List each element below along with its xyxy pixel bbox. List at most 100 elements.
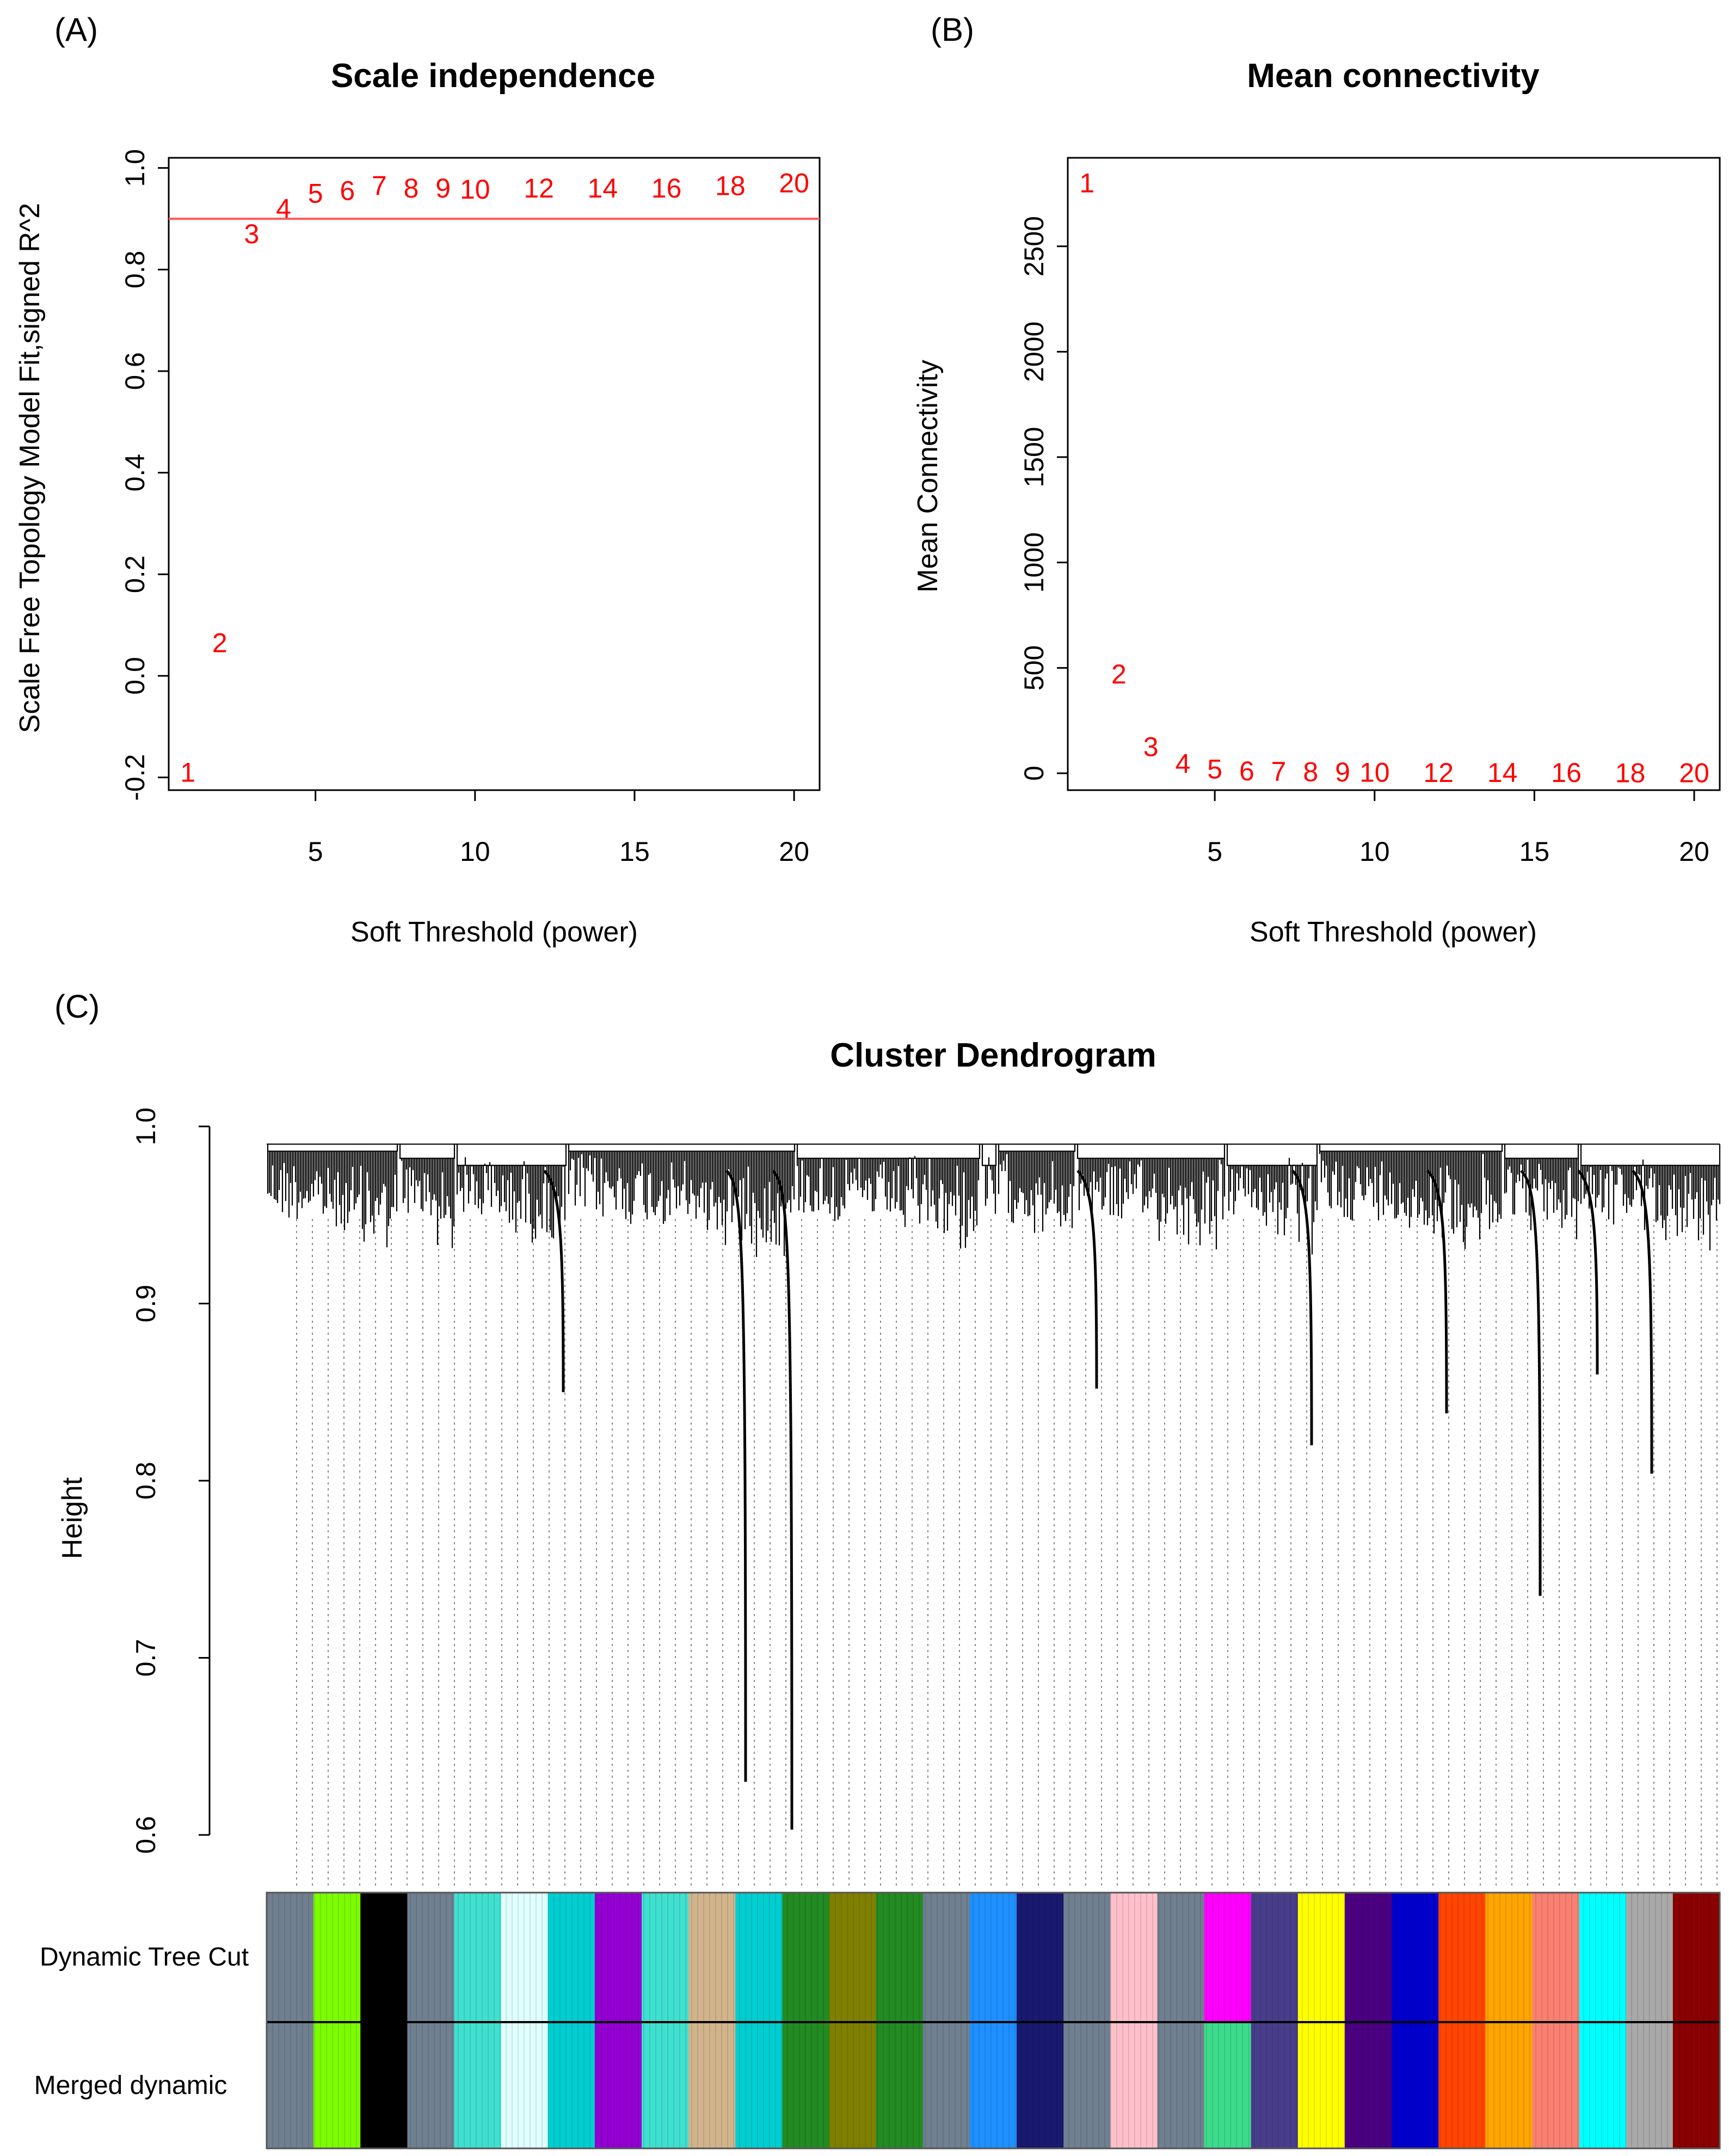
module-color-segment [360,2022,408,2148]
y-tick-label: 0.0 [120,657,150,695]
module-color-segment [1672,1893,1720,2022]
module-color-segment [969,2022,1018,2148]
module-color-segment [1251,1893,1299,2022]
dendrogram-branches [267,1143,1721,1257]
module-color-segment [1579,1893,1627,2022]
module-color-segment [1157,1893,1205,2022]
module-color-segment [1204,1893,1252,2022]
data-point-label: 5 [1207,754,1222,784]
chart-a-title: Scale independence [331,57,655,95]
module-color-segment [1344,1893,1393,2022]
module-color-segment [829,2022,877,2148]
x-tick-label: 15 [619,836,650,867]
module-color-segment [922,2022,970,2148]
data-point-label: 20 [1679,758,1709,789]
module-color-segment [642,2022,690,2148]
module-color-segment [1157,2022,1205,2148]
module-color-segment [594,1893,643,2022]
module-color-segment [313,1893,361,2022]
module-color-segment [922,1893,970,2022]
module-color-segment [688,1893,736,2022]
module-color-segment [876,1893,924,2022]
y-tick-label: 0.8 [120,251,150,289]
module-color-segment [1532,1893,1580,2022]
data-point-label: 3 [244,219,260,249]
module-color-segment [1204,2022,1252,2148]
module-color-segment [1110,1893,1158,2022]
deep-branch [1426,1169,1448,1414]
deep-branch [772,1169,793,1830]
data-point-label: 9 [1335,757,1350,787]
x-tick-label: 20 [1679,836,1709,867]
module-color-segment [454,2022,502,2148]
y-tick-label: 0.6 [120,352,150,390]
mean-connectivity-chart: Mean connectivity 5 10 15 20 05001000150020… [912,57,1721,948]
module-color-segment [1297,2022,1345,2148]
color-row-label-dynamic: Dynamic Tree Cut [40,1943,249,1972]
module-color-segment [1579,2022,1627,2148]
chart-c-y-axis-label: Height [57,1477,88,1559]
module-color-segment [547,2022,595,2148]
module-color-segment [501,2022,549,2148]
y-tick-label: 0.8 [131,1462,161,1500]
module-color-segment [267,1893,315,2022]
panel-b-label: (B) [931,11,974,48]
module-color-segment [735,1893,783,2022]
module-color-segment [1438,2022,1486,2148]
x-tick-label: 10 [460,836,490,867]
module-color-segment [876,2022,924,2148]
x-tick-label: 5 [308,836,323,867]
deep-branch [1577,1169,1599,1375]
x-tick-label: 20 [779,836,809,867]
data-point-label: 10 [460,174,490,205]
module-color-rows [266,1892,1721,2149]
data-point-label: 14 [588,173,618,204]
data-point-label: 8 [404,173,419,204]
data-point-label: 12 [524,173,554,204]
module-color-segment [547,1893,595,2022]
color-rows-frame [266,1892,1721,2149]
module-color-segment [735,2022,783,2148]
data-point-label: 4 [1176,749,1191,779]
data-point-label: 20 [779,168,809,199]
module-color-segment [969,1893,1018,2022]
data-point-label: 5 [308,178,323,208]
data-point-label: 2 [1111,659,1127,689]
chart-b-plot-area [1067,157,1721,791]
deep-branch [1076,1169,1098,1389]
x-tick-label: 10 [1359,836,1390,867]
cluster-dendrogram-chart: Cluster Dendrogram 0.6 0.7 0.8 0.9 1.0 Heigh… [34,1037,1721,2149]
module-color-segment [313,2022,361,2148]
data-point-label: 9 [435,173,451,204]
deep-branch [1291,1169,1313,1445]
y-tick-label: 0 [1019,766,1049,781]
data-point-label: 16 [1551,757,1582,788]
module-color-segment [782,1893,830,2022]
module-color-segment [782,2022,830,2148]
data-point-label: 4 [276,193,291,224]
module-color-segment [1672,2022,1720,2148]
module-color-segment [1392,1893,1439,2022]
data-point-label: 12 [1423,757,1454,788]
y-tick-label: 1500 [1019,427,1049,487]
module-color-segment [1251,2022,1299,2148]
module-color-segment [407,2022,455,2148]
data-point-label: 6 [340,176,355,206]
module-color-segment [1532,2022,1580,2148]
module-color-segment [1392,2022,1439,2148]
data-point-label: 3 [1143,732,1159,762]
panel-a-label: (A) [54,11,98,48]
module-color-segment [1017,2022,1065,2148]
data-point-label: 14 [1487,757,1518,788]
chart-a-y-axis-label: Scale Free Topology Model Fit,signed R^2 [14,203,46,733]
module-color-segment [407,1893,455,2022]
color-row-label-merged: Merged dynamic [34,2071,227,2100]
data-point-label: 18 [1615,758,1646,789]
module-color-segment [642,1893,690,2022]
module-color-segment [1110,2022,1158,2148]
y-tick-label: 1.0 [131,1107,161,1145]
module-color-segment [1626,1893,1673,2022]
data-point-label: 2 [212,627,227,658]
module-color-segment [1485,2022,1533,2148]
